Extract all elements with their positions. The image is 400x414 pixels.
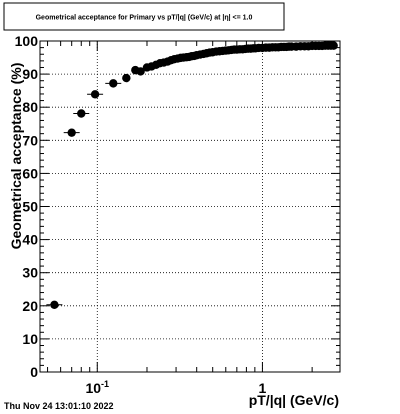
data-point-marker (50, 300, 59, 310)
title-box: Geometrical acceptance for Primary vs pT… (3, 2, 285, 31)
x-axis-label: pT/|q| (GeV/c) (249, 392, 339, 408)
data-point-marker (109, 79, 118, 88)
chart-title: Geometrical acceptance for Primary vs pT… (36, 15, 253, 22)
y-axis-tick-labels: 0 10 20 30 40 50 60 70 80 90 100 (15, 33, 39, 380)
y-axis-label: Geometrical acceptance (%) (8, 63, 24, 250)
y-tick-label: 40 (22, 232, 38, 248)
y-tick-label: 30 (22, 265, 38, 281)
data-point-marker (90, 90, 100, 99)
data-point (46, 300, 63, 310)
data-point-marker (136, 67, 145, 76)
y-tick-label: 100 (15, 33, 39, 49)
title-box-frame (3, 2, 285, 31)
y-tick-label: 60 (22, 165, 38, 181)
x-axis-tick-labels: 10-1 1 (85, 379, 266, 396)
data-point-marker (67, 128, 76, 137)
y-tick-label: 80 (22, 99, 38, 115)
data-point (73, 109, 90, 118)
data-point (329, 41, 338, 50)
data-point-marker (329, 41, 338, 50)
data-point (122, 73, 131, 83)
y-tick-label: 70 (22, 132, 38, 148)
axis-ticks (40, 40, 340, 373)
grid (40, 41, 340, 372)
y-tick-label: 50 (22, 199, 38, 215)
data-point (63, 128, 80, 137)
data-point (87, 90, 104, 99)
y-tick-label: 0 (30, 364, 38, 380)
data-point (105, 79, 122, 88)
data-point-marker (122, 73, 131, 83)
data-point-marker (77, 109, 86, 118)
y-tick-label: 90 (22, 66, 38, 82)
data-point (136, 67, 145, 76)
data-series (46, 41, 338, 310)
timestamp: Thu Nov 24 13:01:10 2022 (4, 401, 114, 411)
y-tick-label: 10 (22, 331, 38, 347)
y-tick-label: 20 (22, 298, 38, 314)
x-tick-label: 10-1 (85, 379, 109, 396)
x-tick-label: 1 (259, 380, 267, 396)
